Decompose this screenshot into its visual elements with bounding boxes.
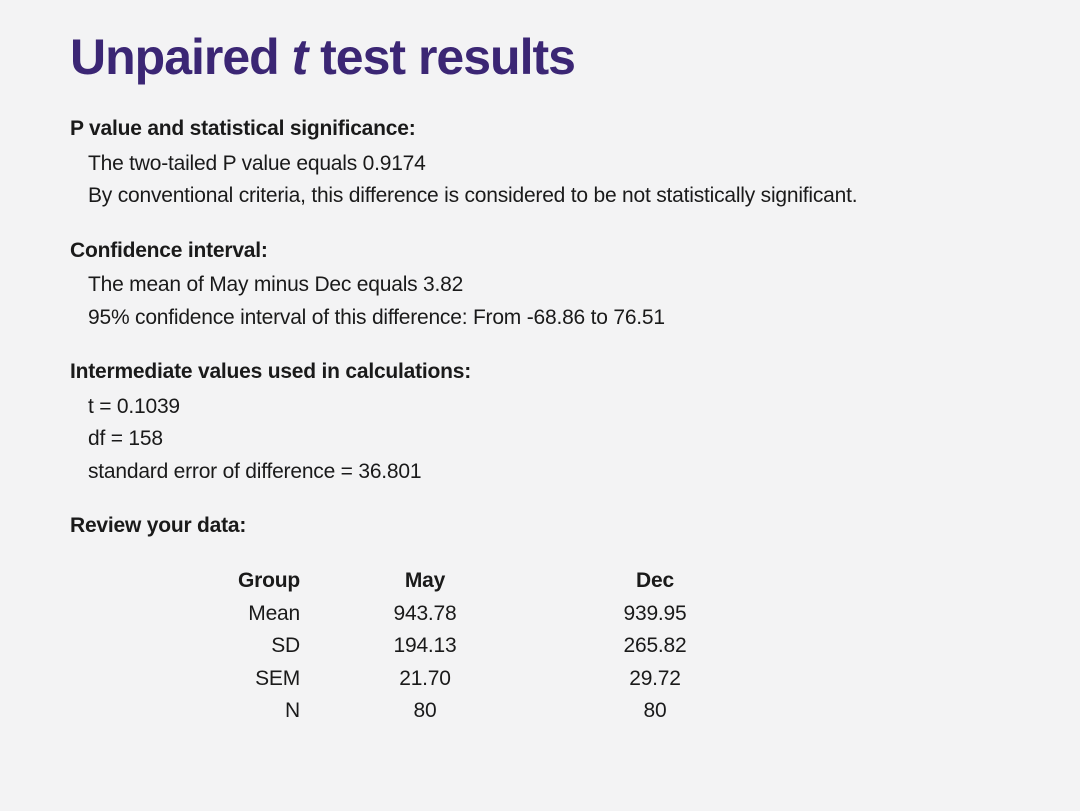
table-header-col-2: Dec <box>540 565 770 598</box>
table-row-label: N <box>130 695 310 728</box>
section-body: The mean of May minus Dec equals 3.82 95… <box>70 269 1010 334</box>
section-intermediate: Intermediate values used in calculations… <box>70 356 1010 488</box>
section-ci: Confidence interval: The mean of May min… <box>70 235 1010 335</box>
ci-line-2: 95% confidence interval of this differen… <box>88 302 1010 335</box>
intermediate-line-3: standard error of difference = 36.801 <box>88 456 1010 489</box>
section-body: The two-tailed P value equals 0.9174 By … <box>70 148 1010 213</box>
table-row-label: Mean <box>130 598 310 631</box>
section-heading: P value and statistical significance: <box>70 113 1010 146</box>
table-row: SEM 21.70 29.72 <box>130 663 1010 696</box>
title-suffix: test results <box>307 29 575 85</box>
section-body: t = 0.1039 df = 158 standard error of di… <box>70 391 1010 489</box>
data-table: Group May Dec Mean 943.78 939.95 SD 194.… <box>130 565 1010 728</box>
table-row: Mean 943.78 939.95 <box>130 598 1010 631</box>
table-cell: 943.78 <box>310 598 540 631</box>
intermediate-line-1: t = 0.1039 <box>88 391 1010 424</box>
table-cell: 21.70 <box>310 663 540 696</box>
section-pvalue: P value and statistical significance: Th… <box>70 113 1010 213</box>
section-heading: Confidence interval: <box>70 235 1010 268</box>
table-cell: 80 <box>310 695 540 728</box>
table-cell: 939.95 <box>540 598 770 631</box>
section-heading: Review your data: <box>70 510 1010 543</box>
title-italic: t <box>292 29 308 85</box>
page-title: Unpaired t test results <box>70 30 1010 85</box>
table-row-label: SD <box>130 630 310 663</box>
table-row-label: SEM <box>130 663 310 696</box>
section-review: Review your data: <box>70 510 1010 543</box>
table-row: SD 194.13 265.82 <box>130 630 1010 663</box>
table-header-row: Group May Dec <box>130 565 1010 598</box>
table-cell: 194.13 <box>310 630 540 663</box>
section-heading: Intermediate values used in calculations… <box>70 356 1010 389</box>
pvalue-line-2: By conventional criteria, this differenc… <box>88 180 1010 213</box>
table-row: N 80 80 <box>130 695 1010 728</box>
table-cell: 29.72 <box>540 663 770 696</box>
intermediate-line-2: df = 158 <box>88 423 1010 456</box>
table-header-label: Group <box>130 565 310 598</box>
table-header-col-1: May <box>310 565 540 598</box>
table-cell: 80 <box>540 695 770 728</box>
ci-line-1: The mean of May minus Dec equals 3.82 <box>88 269 1010 302</box>
title-prefix: Unpaired <box>70 29 292 85</box>
table-cell: 265.82 <box>540 630 770 663</box>
pvalue-line-1: The two-tailed P value equals 0.9174 <box>88 148 1010 181</box>
